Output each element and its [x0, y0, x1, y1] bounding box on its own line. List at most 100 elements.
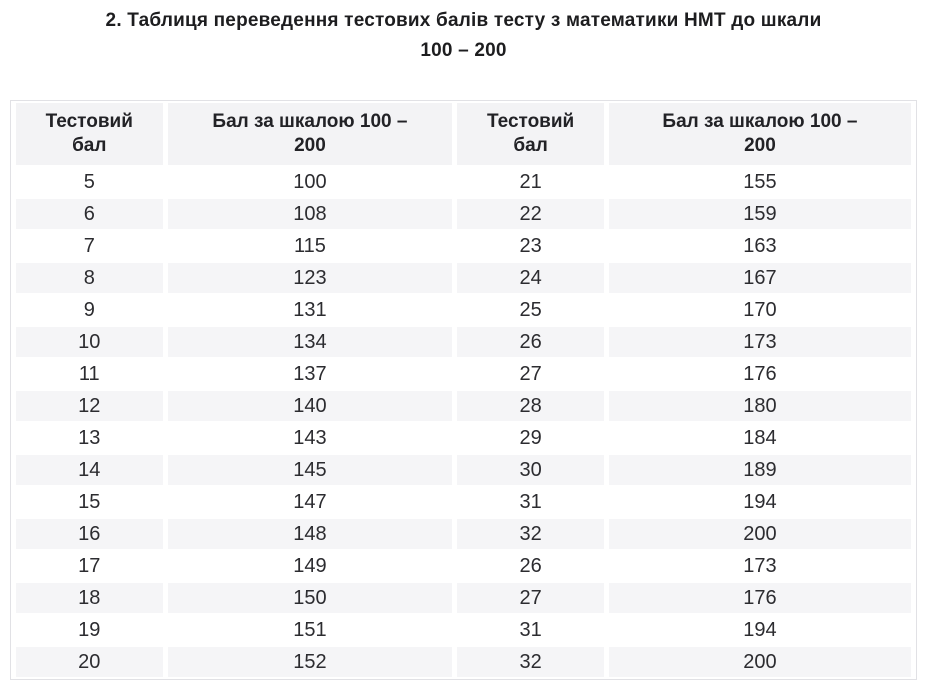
table-cell: 11 [78, 363, 100, 385]
table-cell: 152 [167, 647, 453, 677]
table-cell: 23 [519, 235, 542, 257]
conversion-table-wrapper: Тестовий бал Бал за шкалою 100 – 200 Тес… [10, 100, 917, 680]
table-cell: 148 [167, 519, 453, 549]
table-cell: 13 [78, 427, 101, 449]
table-cell: 16 [16, 519, 163, 549]
table-row: 9 131 25 170 [16, 295, 911, 325]
table-cell: 194 [743, 619, 777, 641]
table-cell: 145 [167, 455, 453, 485]
table-row: 20 152 32 200 [16, 647, 911, 677]
table-cell: 6 [16, 199, 163, 229]
table-cell: 176 [743, 363, 777, 385]
table-cell: 200 [608, 647, 911, 677]
table-cell: 143 [293, 427, 327, 449]
table-row: 17 149 26 173 [16, 551, 911, 581]
table-cell: 167 [608, 263, 911, 293]
table-cell: 10 [16, 327, 163, 357]
table-row: 7 115 23 163 [16, 231, 911, 261]
table-row: 12 140 28 180 [16, 391, 911, 421]
table-row: 18 150 27 176 [16, 583, 911, 613]
table-cell: 184 [743, 427, 777, 449]
table-cell: 30 [457, 455, 604, 485]
table-cell: 163 [743, 235, 777, 257]
header-line: бал [72, 135, 107, 156]
table-cell: 170 [743, 299, 777, 321]
page-title: 2. Таблиця переведення тестових балів те… [14, 6, 913, 66]
page-title-line-1: 2. Таблиця переведення тестових балів те… [105, 10, 822, 31]
header-line: Бал за шкалою 100 – [662, 111, 858, 132]
table-row: 14 145 30 189 [16, 455, 911, 485]
table-cell: 12 [16, 391, 163, 421]
table-cell: 180 [608, 391, 911, 421]
table-cell: 22 [457, 199, 604, 229]
table-cell: 200 [608, 519, 911, 549]
table-row: 19 151 31 194 [16, 615, 911, 645]
table-cell: 32 [457, 647, 604, 677]
table-cell: 31 [519, 619, 542, 641]
table-cell: 26 [519, 555, 542, 577]
table-cell: 176 [608, 583, 911, 613]
table-row: 8 123 24 167 [16, 263, 911, 293]
table-cell: 155 [743, 171, 777, 193]
table-cell: 173 [608, 327, 911, 357]
table-cell: 137 [293, 363, 327, 385]
table-row: 13 143 29 184 [16, 423, 911, 453]
header-line: Бал за шкалою 100 – [212, 111, 408, 132]
table-cell: 100 [293, 171, 327, 193]
table-cell: 123 [167, 263, 453, 293]
table-cell: 108 [167, 199, 453, 229]
page-title-line-2: 100 – 200 [420, 40, 507, 61]
table-cell: 24 [457, 263, 604, 293]
table-cell: 149 [293, 555, 327, 577]
table-cell: 15 [78, 491, 101, 513]
table-cell: 31 [519, 491, 542, 513]
table-cell: 18 [16, 583, 163, 613]
table-cell: 115 [293, 235, 326, 257]
table-cell: 159 [608, 199, 911, 229]
table-cell: 27 [457, 583, 604, 613]
table-cell: 7 [83, 235, 95, 257]
table-cell: 17 [78, 555, 101, 577]
table-cell: 189 [608, 455, 911, 485]
table-cell: 194 [743, 491, 777, 513]
table-cell: 29 [519, 427, 542, 449]
header-line: 200 [294, 135, 326, 156]
table-cell: 147 [293, 491, 327, 513]
table-cell: 150 [167, 583, 453, 613]
table-cell: 28 [457, 391, 604, 421]
table-row: 5 100 21 155 [16, 167, 911, 197]
table-row: 10 134 26 173 [16, 327, 911, 357]
table-cell: 14 [16, 455, 163, 485]
table-header: Тестовий бал Бал за шкалою 100 – 200 Тес… [16, 103, 911, 165]
table-cell: 19 [78, 619, 101, 641]
conversion-table: Тестовий бал Бал за шкалою 100 – 200 Тес… [11, 101, 916, 679]
table-row: 11 137 27 176 [16, 359, 911, 389]
table-cell: 131 [293, 299, 327, 321]
table-cell: 27 [519, 363, 542, 385]
table-cell: 32 [457, 519, 604, 549]
column-header-test-score-right: Тестовий бал [457, 103, 604, 165]
column-header-scaled-score-right: Бал за шкалою 100 – 200 [608, 103, 911, 165]
header-line: бал [513, 135, 548, 156]
column-header-test-score-left: Тестовий бал [16, 103, 163, 165]
table-cell: 21 [519, 171, 542, 193]
header-line: 200 [744, 135, 776, 156]
table-cell: 134 [167, 327, 453, 357]
header-line: Тестовий [486, 111, 575, 132]
table-cell: 9 [83, 299, 95, 321]
header-row: Тестовий бал Бал за шкалою 100 – 200 Тес… [16, 103, 911, 165]
table-cell: 26 [457, 327, 604, 357]
table-cell: 8 [16, 263, 163, 293]
table-cell: 173 [743, 555, 777, 577]
table-body: 5 100 21 155 6 108 22 159 7 115 23 163 8 123 24 167 9 131… [16, 167, 911, 677]
table-row: 15 147 31 194 [16, 487, 911, 517]
table-row: 16 148 32 200 [16, 519, 911, 549]
table-cell: 20 [16, 647, 163, 677]
table-cell: 5 [83, 171, 95, 193]
table-row: 6 108 22 159 [16, 199, 911, 229]
column-header-scaled-score-left: Бал за шкалою 100 – 200 [167, 103, 453, 165]
header-line: Тестовий [45, 111, 133, 132]
table-cell: 140 [167, 391, 453, 421]
table-cell: 151 [293, 619, 327, 641]
